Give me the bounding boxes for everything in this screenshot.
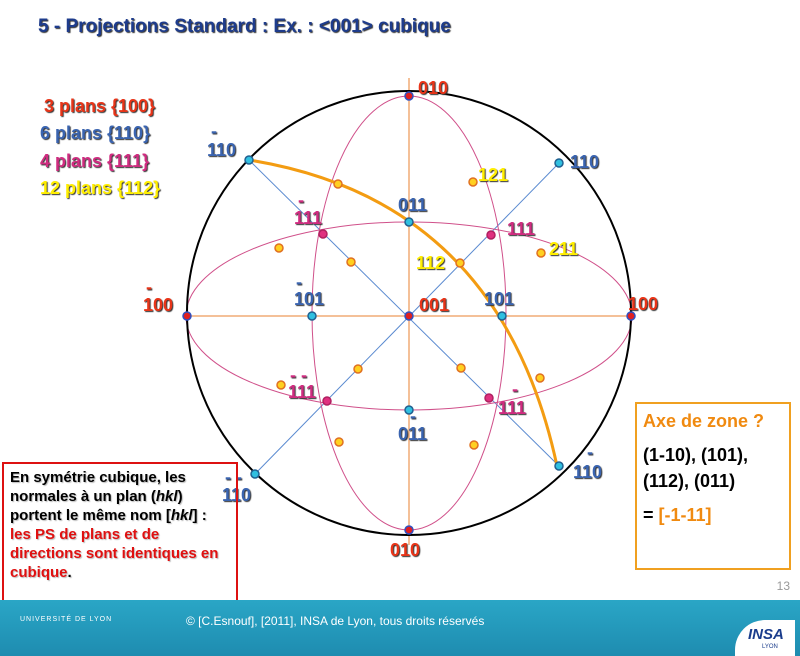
pole-dot xyxy=(535,373,545,383)
zone-equals: = xyxy=(643,505,654,525)
pole-label: 111 xyxy=(288,382,316,402)
note-text: . xyxy=(67,564,72,581)
zone-box: Axe de zone ? (1-10), (101), (112), (011… xyxy=(635,402,791,570)
pole-dot xyxy=(307,311,317,321)
pole-dot xyxy=(276,380,286,390)
pole-dot xyxy=(456,363,466,373)
pole-label: 010 xyxy=(390,540,420,560)
title: 5 - Projections Standard : Ex. : <001> c… xyxy=(38,16,451,37)
university-logo: UNIVERSITÉ DE LYON xyxy=(20,616,113,623)
page-number: 13 xyxy=(777,579,791,593)
pole-dot xyxy=(484,393,494,403)
note-text: hkl xyxy=(155,488,178,505)
logo-bg xyxy=(735,620,795,656)
pole-bar: - - xyxy=(290,365,307,385)
pole-bar: - xyxy=(211,121,217,141)
pole-dot xyxy=(274,243,284,253)
pole-dot xyxy=(250,469,260,479)
footer: UNIVERSITÉ DE LYON © [C.Esnouf], [2011],… xyxy=(0,600,800,656)
pole-label: 110 xyxy=(570,152,599,172)
note-text: ] : xyxy=(192,507,207,524)
pole-bar: - xyxy=(296,272,302,292)
pole-dot xyxy=(468,177,478,187)
pole-bar: - xyxy=(587,442,593,462)
pole-label: 110 xyxy=(207,140,236,160)
pole-dot xyxy=(404,217,414,227)
diagonal xyxy=(248,159,560,467)
copyright: © [C.Esnouf], [2011], INSA de Lyon, tous… xyxy=(186,614,485,628)
pole-bar: - xyxy=(410,406,416,426)
pole-dot xyxy=(318,229,328,239)
pole-dot xyxy=(404,525,414,535)
zone-question: Axe de zone ? xyxy=(643,411,765,431)
pole-dot xyxy=(486,230,496,240)
pole-bar: - xyxy=(146,277,152,297)
pole-label: 001 xyxy=(419,295,449,315)
insa-lyon: LYON xyxy=(762,644,778,650)
pole-label: 121 xyxy=(478,165,508,185)
note-text: hkl xyxy=(170,507,193,524)
note-highlight: les PS de plans et de directions sont id… xyxy=(10,526,219,581)
pole-dot xyxy=(334,437,344,447)
pole-dot xyxy=(322,396,332,406)
pole-label: 112 xyxy=(416,253,445,273)
pole-dot xyxy=(404,91,414,101)
pole-label: 111 xyxy=(294,208,322,228)
pole-label: 111 xyxy=(507,219,535,239)
poles xyxy=(182,91,636,535)
pole-label: 011 xyxy=(398,195,427,215)
zone-answer-row: = [-1-11] xyxy=(643,502,783,528)
legend-item: 3 plans {100} xyxy=(44,96,155,116)
zone-answer: [-1-11] xyxy=(658,505,712,525)
pole-dot xyxy=(333,179,343,189)
pole-dot xyxy=(404,311,414,321)
legend-item: 4 plans {111} xyxy=(40,151,149,171)
pole-dot xyxy=(554,461,564,471)
pole-label: 110 xyxy=(573,462,602,482)
zone-arc xyxy=(248,158,559,467)
pole-label: 111 xyxy=(498,398,526,418)
pole-label: 011 xyxy=(398,424,427,444)
pole-label: 101 xyxy=(484,289,514,309)
legend-item: 6 plans {110} xyxy=(40,123,150,143)
pole-dot xyxy=(244,155,254,165)
pole-bar: - xyxy=(512,379,518,399)
pole-dot xyxy=(346,257,356,267)
insa-logo: INSA xyxy=(748,626,784,643)
pole-label: 100 xyxy=(143,295,173,315)
zone-planes: (1-10), (101), (112), (011) xyxy=(643,445,749,491)
note-box: En symétrie cubique, les normales à un p… xyxy=(2,462,238,602)
pole-dot xyxy=(353,364,363,374)
pole-label: 211 xyxy=(549,239,578,259)
pole-dot xyxy=(554,158,564,168)
pole-dot xyxy=(497,311,507,321)
pole-label: 101 xyxy=(294,289,324,309)
pole-dot xyxy=(182,311,192,321)
pole-bar: - xyxy=(298,190,304,210)
pole-dot xyxy=(626,311,636,321)
pole-label: 010 xyxy=(418,78,448,98)
pole-dot xyxy=(455,258,465,268)
pole-label: 100 xyxy=(628,294,658,314)
note-text: ) portent le même nom [ xyxy=(10,488,183,524)
pole-dot xyxy=(469,440,479,450)
note-text: En symétrie cubique, les normales à un p… xyxy=(10,469,186,505)
pole-dot xyxy=(404,405,414,415)
pole-dot xyxy=(536,248,546,258)
legend-item: 12 plans {112} xyxy=(40,178,160,198)
